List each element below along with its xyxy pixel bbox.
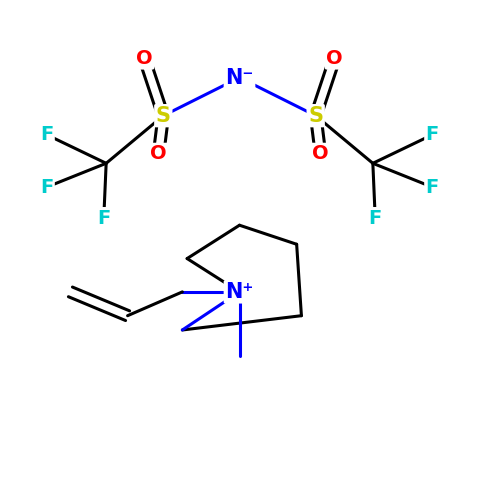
Text: F: F [426, 125, 439, 144]
Text: S: S [156, 106, 171, 125]
Text: O: O [312, 144, 329, 163]
Text: N⁻: N⁻ [225, 68, 254, 88]
Text: O: O [150, 144, 167, 163]
Text: S: S [308, 106, 323, 125]
Text: F: F [369, 208, 382, 228]
Text: O: O [326, 49, 343, 68]
Text: F: F [426, 178, 439, 196]
Text: O: O [136, 49, 153, 68]
Text: F: F [97, 208, 110, 228]
Text: F: F [40, 125, 53, 144]
Text: N⁺: N⁺ [225, 282, 254, 302]
Text: F: F [40, 178, 53, 196]
